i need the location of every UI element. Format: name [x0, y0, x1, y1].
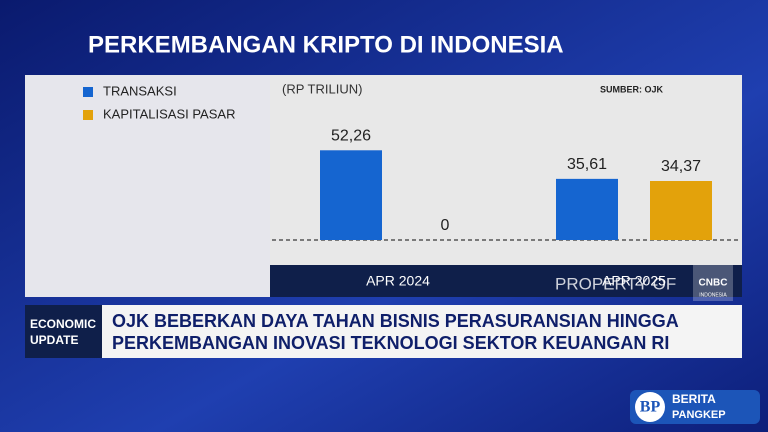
- x-tick-label: APR 2024: [366, 273, 430, 289]
- legend-swatch: [83, 110, 93, 120]
- category-strip: [270, 265, 742, 297]
- logo-mark: BP: [640, 399, 661, 416]
- legend-label: TRANSAKSI: [103, 83, 177, 98]
- watermark-logo: [693, 265, 733, 301]
- headline-box: [102, 305, 742, 358]
- x-tick-label: APR 2025: [602, 273, 666, 289]
- watermark-region: INDONESIA: [699, 292, 727, 298]
- logo-box: [630, 390, 760, 424]
- watermark: PROPERTY OF: [555, 274, 676, 293]
- logo-text: PANGKEP: [672, 409, 726, 421]
- bar: [320, 150, 382, 240]
- ticker-label-box: [25, 305, 102, 358]
- logo-badge: [635, 392, 665, 422]
- value-label: 52,26: [331, 128, 371, 145]
- value-label: 0: [441, 217, 450, 234]
- source: SUMBER: OJK: [600, 84, 664, 94]
- headline: OJK BEBERKAN DAYA TAHAN BISNIS PERASURAN…: [112, 311, 679, 331]
- unit-label: (RP TRILIUN): [282, 81, 362, 96]
- value-label: 35,61: [567, 156, 607, 173]
- legend-label: KAPITALISASI PASAR: [103, 106, 235, 121]
- bar: [556, 178, 618, 240]
- bar: [650, 180, 712, 240]
- legend-panel: [25, 75, 270, 297]
- logo-text: BERITA: [672, 392, 716, 406]
- chart-title: PERKEMBANGAN KRIPTO DI INDONESIA: [88, 31, 564, 58]
- ticker-label: UPDATE: [30, 333, 78, 347]
- ticker-label: ECONOMIC: [30, 317, 96, 331]
- legend-swatch: [83, 87, 93, 97]
- watermark-brand: CNBC: [699, 278, 728, 289]
- headline: PERKEMBANGAN INOVASI TEKNOLOGI SEKTOR KE…: [112, 333, 669, 353]
- value-label: 34,37: [661, 158, 701, 175]
